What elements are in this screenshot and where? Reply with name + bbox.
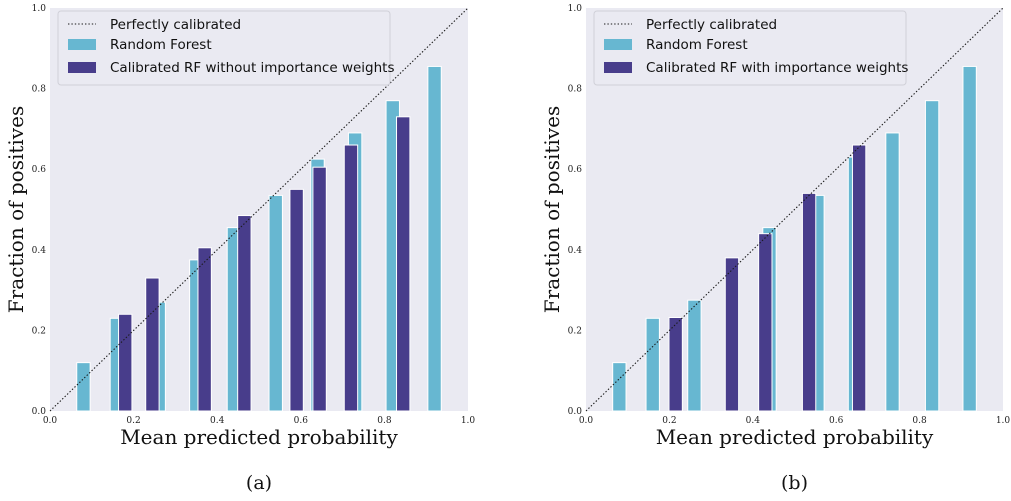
y-tick-label: 1.0 [568,4,583,14]
x-tick-label: 0.2 [662,416,676,426]
x-tick-label: 0.4 [210,416,225,426]
x-tick-label: 0.2 [126,416,140,426]
bar-series2-4 [237,215,252,412]
y-tick-label: 0.2 [32,326,46,336]
bar-series1-10 [427,65,442,412]
x-axis-label: Mean predicted probability [120,425,398,449]
bar-series2-4 [801,192,817,412]
panel-caption: (b) [781,472,808,494]
legend-box [57,10,391,86]
bar-series1-9 [962,65,977,412]
bar-series1-7 [885,132,900,412]
y-axis-label: Fraction of positives [4,106,28,313]
legend-label: Calibrated RF without importance weights [110,60,395,76]
bar-series1-8 [924,100,940,412]
x-axis-label: Mean predicted probability [656,425,934,449]
x-tick-label: 1.0 [461,416,476,426]
bar-series2-6 [312,166,327,412]
perfectly-calibrated-line [49,7,469,412]
y-tick-label: 0.0 [32,407,47,417]
x-tick-label: 0.6 [829,416,844,426]
legend-label: Calibrated RF with importance weights [646,60,908,76]
y-tick-label: 0.8 [32,85,47,95]
bar-series1-6 [268,194,283,412]
bar-series2-5 [851,144,867,412]
bar-series2-8 [396,116,411,412]
x-tick-label: 0.4 [746,416,761,426]
x-tick-label: 0.0 [579,416,594,426]
y-axis-label: Fraction of positives [540,106,564,313]
bar-series2-3 [197,247,212,412]
bar-series1-1 [612,362,627,412]
panel-caption: (a) [246,472,272,494]
y-tick-label: 0.0 [568,407,583,417]
bar-series1-3 [687,299,702,412]
y-tick-label: 1.0 [32,4,47,14]
legend-swatch-series2 [604,62,632,73]
legend: Perfectly calibrated Random Forest Calibra… [57,10,395,86]
bar-series2-2 [724,257,740,412]
legend: Perfectly calibrated Random Forest Calibra… [593,10,908,86]
legend-label: Perfectly calibrated [646,17,777,33]
x-tick-label: 1.0 [996,416,1011,426]
legend-label: Perfectly calibrated [110,17,241,33]
y-tick-label: 0.2 [568,326,582,336]
x-tick-label: 0.0 [43,416,58,426]
bar-series2-2 [145,277,160,412]
legend-box [593,10,907,86]
legend-swatch-series1 [68,39,96,50]
y-tick-label: 0.8 [568,85,583,95]
perfectly-calibrated-line [585,7,1004,412]
legend-label: Random Forest [646,37,748,53]
legend-swatch-series1 [604,39,632,50]
bar-series2-3 [758,233,773,412]
x-tick-label: 0.8 [912,416,927,426]
bar-series2-7 [343,144,359,412]
x-tick-label: 0.8 [377,416,392,426]
bar-series1-2 [645,317,660,412]
bar-series2-5 [289,188,304,412]
bar-series2-1 [668,317,683,412]
chart-panel-2: 0.0 0.2 0.4 0.6 0.8 1.0 0.0 0.2 0.4 0.6 0.8 1.0 Mean… [540,4,1010,494]
bar-series2-1 [118,313,133,412]
bar-series1-1 [76,362,91,412]
legend-swatch-series2 [68,62,96,73]
y-tick-label: 0.6 [568,165,583,175]
y-tick-label: 0.4 [32,246,47,256]
y-tick-label: 0.4 [568,246,583,256]
y-tick-label: 0.6 [32,165,47,175]
chart-panel-1: 0.0 0.2 0.4 0.6 0.8 1.0 0.0 0.2 0.4 0.6 0.8 1.0 Mean… [4,4,475,494]
x-tick-label: 0.6 [294,416,309,426]
legend-label: Random Forest [110,37,212,53]
